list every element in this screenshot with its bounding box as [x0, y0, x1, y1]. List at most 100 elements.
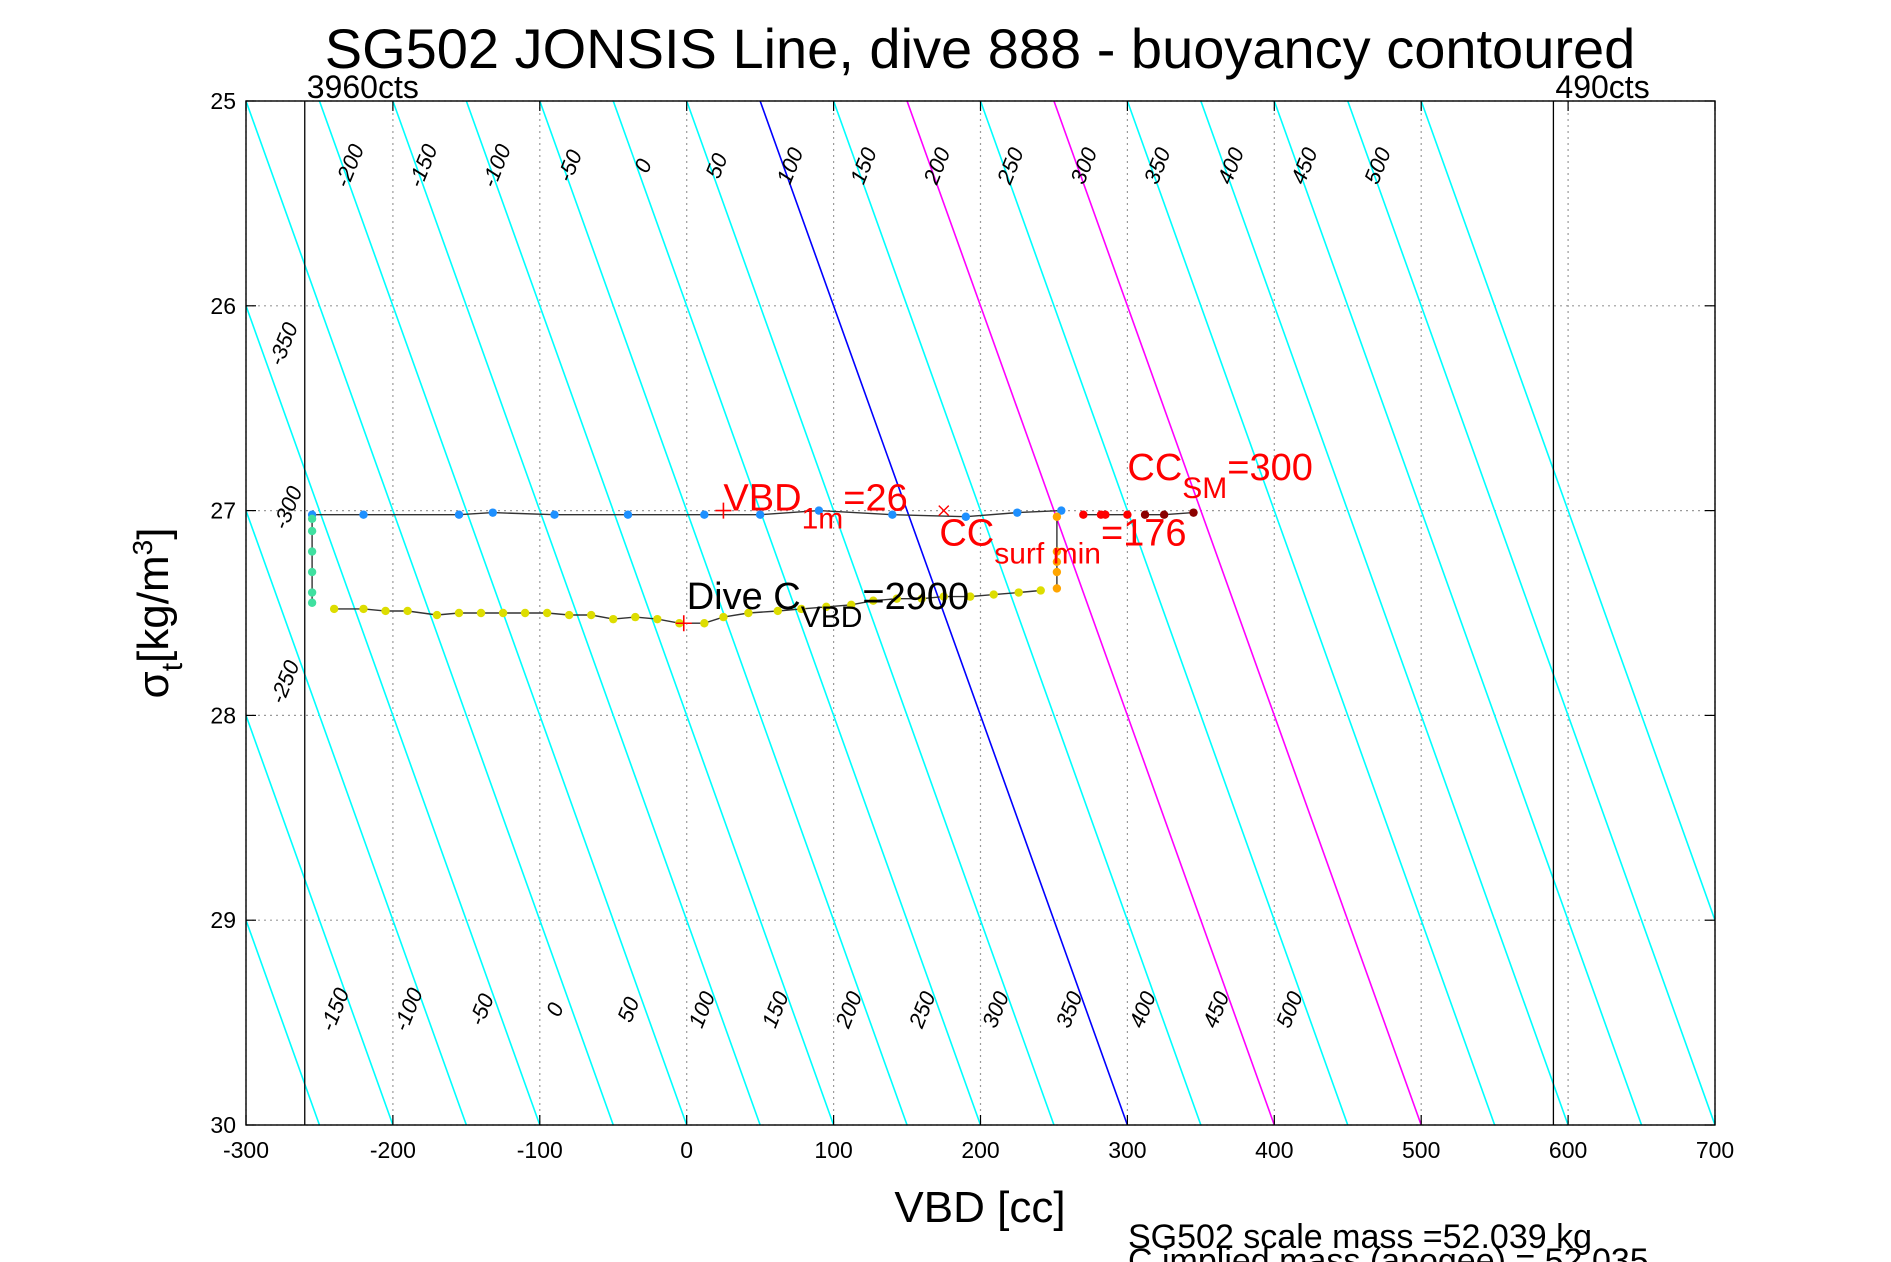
data-point — [939, 592, 948, 601]
buoyancy-contour — [612, 101, 982, 1125]
data-point — [700, 619, 709, 628]
y-axis-title-symbol: σ — [129, 671, 178, 698]
x-tick-label: -200 — [370, 1137, 416, 1163]
data-point — [917, 594, 926, 603]
data-point — [498, 608, 508, 618]
data-point — [814, 506, 824, 515]
data-point — [822, 602, 831, 612]
data-point — [1079, 510, 1088, 519]
data-point — [307, 567, 317, 577]
y-axis-title-unit-end: ] — [129, 528, 178, 540]
x-tick-label: 300 — [1108, 1137, 1146, 1163]
data-point — [700, 510, 709, 519]
data-point — [847, 600, 856, 610]
data-point — [403, 606, 412, 616]
x-tick-label: 700 — [1696, 1137, 1734, 1163]
data-point — [307, 547, 317, 556]
data-point — [1052, 547, 1062, 556]
data-point — [1052, 557, 1062, 566]
data-point — [1101, 510, 1110, 519]
annotation: VBD1m=26 — [723, 478, 907, 536]
data-point — [476, 608, 486, 618]
data-point — [1057, 506, 1066, 515]
data-point — [623, 510, 633, 519]
footer-line: SG502 scale mass =52.039 kg — [1128, 1218, 1592, 1256]
x-tick-label: 0 — [680, 1137, 693, 1163]
data-point — [966, 592, 975, 601]
tick-labels: -300 -200 -100 0 100 200 300 400 500 600 700 25 26 27… — [210, 88, 1734, 1163]
data-point — [755, 510, 765, 519]
buoyancy-contour — [246, 1122, 247, 1125]
data-point — [719, 612, 728, 622]
data-point — [1052, 584, 1062, 593]
data-point — [542, 608, 552, 618]
data-point — [307, 598, 317, 607]
y-axis-title-sub: t — [156, 662, 189, 671]
y-tick-label: 25 — [210, 88, 236, 114]
vbd-limit-label: 3960cts — [307, 69, 419, 105]
data-point — [307, 526, 317, 536]
data-point — [888, 510, 897, 519]
buoyancy-contour — [979, 101, 1349, 1125]
buoyancy-contour — [246, 101, 615, 1125]
data-point — [1123, 510, 1132, 519]
data-markers — [675, 502, 950, 632]
buoyancy-contour — [1126, 101, 1496, 1125]
data-point — [454, 510, 464, 519]
buoyancy-contour — [832, 101, 1202, 1125]
data-point — [609, 614, 618, 624]
x-tick-label: -100 — [517, 1137, 563, 1163]
y-axis-title-unit: [kg/m — [129, 555, 178, 663]
annotation: Dive CVBD=2900 — [687, 576, 969, 634]
data-point — [1140, 510, 1150, 519]
data-point — [587, 610, 596, 620]
x-tick-label: 100 — [814, 1137, 852, 1163]
data-point — [1052, 567, 1062, 577]
buoyancy-contour — [1346, 101, 1715, 1125]
data-point — [307, 514, 317, 523]
data-point — [329, 604, 339, 614]
footer-text: SG502 scale mass =52.039 kgC implied mas… — [1128, 1218, 1649, 1262]
buoyancy-contour — [246, 917, 321, 1125]
data-point — [892, 594, 901, 603]
x-marker — [938, 505, 950, 517]
data-point — [773, 606, 782, 616]
annotations: VBD1m=26 CCSM=300 CCsurf min=176 Dive CVBD=… — [687, 447, 1313, 634]
x-tick-label: 600 — [1549, 1137, 1587, 1163]
data-point — [1013, 508, 1022, 517]
buoyancy-contour — [759, 101, 1129, 1125]
chart-title: SG502 JONSIS Line, dive 888 - buoyancy c… — [325, 17, 1636, 80]
x-axis-title: VBD [cc] — [894, 1183, 1065, 1232]
vbd-limit-label: 490cts — [1555, 69, 1649, 105]
data-series — [307, 506, 1198, 628]
buoyancy-contour — [1053, 101, 1422, 1125]
y-tick-label: 26 — [210, 293, 236, 319]
x-tick-label: 500 — [1402, 1137, 1440, 1163]
x-tick-label: 200 — [961, 1137, 999, 1163]
vbd-limit-lines: 3960cts 490cts — [304, 69, 1650, 1125]
data-point — [744, 608, 753, 618]
buoyancy-contour — [685, 101, 1055, 1125]
plus-marker — [675, 615, 692, 632]
data-point — [454, 608, 464, 618]
data-point — [1159, 510, 1169, 519]
buoyancy-contour — [906, 101, 1276, 1125]
y-tick-label: 30 — [210, 1112, 236, 1138]
data-point — [307, 588, 317, 597]
buoyancy-contours — [246, 101, 1715, 1125]
y-tick-label: 27 — [210, 498, 236, 524]
y-axis-title: σt[kg/m3] — [127, 528, 189, 699]
buoyancy-contour — [392, 101, 761, 1125]
data-point — [1036, 586, 1045, 595]
data-point — [631, 612, 640, 622]
data-point — [550, 510, 559, 519]
data-point — [359, 604, 368, 614]
buoyancy-contour — [246, 508, 468, 1125]
data-point — [1052, 512, 1062, 521]
data-point — [989, 590, 998, 599]
data-point — [1189, 508, 1198, 517]
buoyancy-contour — [1200, 101, 1569, 1125]
data-point — [359, 510, 368, 519]
x-tick-label: -300 — [223, 1137, 269, 1163]
